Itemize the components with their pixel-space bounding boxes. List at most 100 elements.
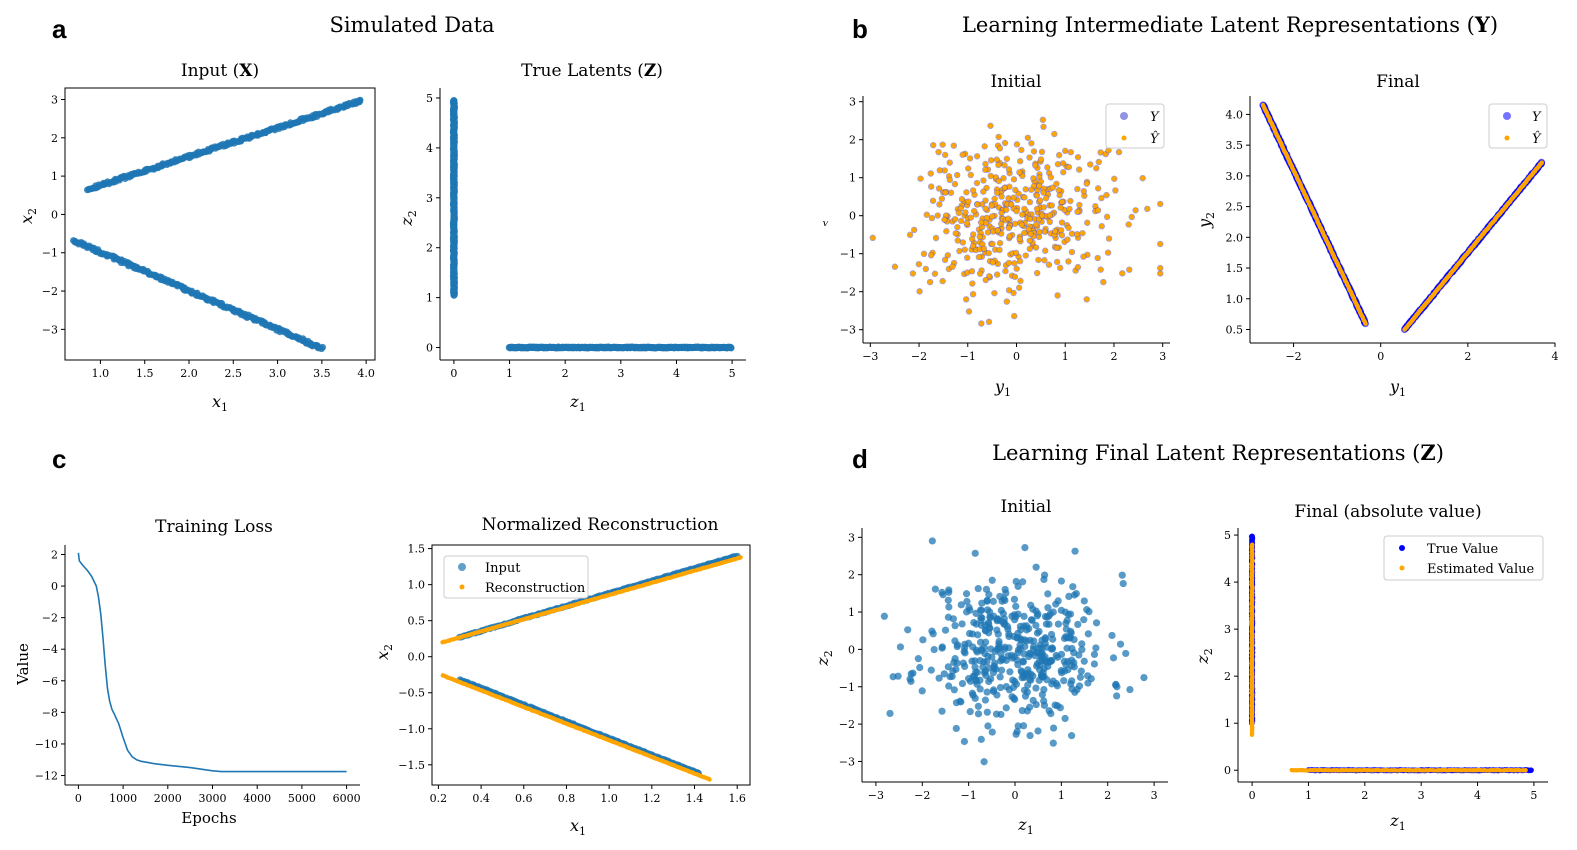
z-point	[987, 645, 995, 653]
y-tick-label: 2	[51, 132, 58, 145]
yhat-point	[1017, 158, 1023, 164]
loss-line	[77, 552, 347, 773]
yhat-point	[1106, 147, 1112, 153]
y-initial-ylabel: ᵥ	[822, 211, 829, 230]
yhat-point	[1013, 250, 1019, 256]
yhat-point	[979, 224, 985, 230]
yhat-point	[970, 291, 976, 297]
z-point	[1126, 685, 1134, 694]
legend-marker-reconstruction	[459, 584, 465, 590]
yhat-point	[1006, 184, 1012, 190]
yhat-point	[1034, 193, 1040, 199]
x-tick-label: 0.6	[515, 792, 533, 805]
z-point	[1005, 686, 1013, 694]
z-point	[1084, 630, 1092, 638]
z-point	[1044, 662, 1052, 671]
x-tick-label: 4	[1474, 789, 1481, 802]
x-tick-label: −2	[1285, 350, 1301, 363]
z-point	[1057, 606, 1065, 614]
z-point	[1080, 616, 1088, 624]
z-point	[1036, 657, 1044, 665]
yhat-point	[1016, 285, 1022, 291]
x-tick-label: 1.5	[136, 367, 154, 380]
y-tick-label: 2	[1224, 670, 1231, 683]
x-tick-label: 2	[562, 367, 569, 380]
x-tick-label: 2.0	[180, 367, 198, 380]
y-tick-label: 2	[848, 569, 855, 582]
z-point	[985, 664, 993, 672]
z-point	[1032, 684, 1040, 692]
yhat-point	[991, 290, 997, 296]
yhat-point	[995, 227, 1001, 233]
yhat-point	[1050, 185, 1056, 191]
z-point	[1122, 649, 1130, 658]
yhat-point	[941, 217, 947, 223]
yhat-point	[1058, 205, 1064, 211]
legend-label-true: True Value	[1427, 542, 1499, 557]
yhat-point	[1006, 225, 1012, 231]
yhat-point	[927, 279, 933, 285]
z-point	[956, 697, 964, 705]
yhat-point	[1106, 236, 1112, 242]
yhat-point	[997, 240, 1003, 246]
y-tick-label: −1	[839, 681, 855, 694]
z-point	[1049, 739, 1057, 747]
yhat-point	[963, 296, 969, 302]
yhat-point	[999, 194, 1005, 200]
z-point	[983, 708, 991, 716]
x-tick-label: 1	[1305, 789, 1312, 802]
yhat-point	[1157, 270, 1163, 276]
x-tick-label: 1.2	[643, 792, 661, 805]
yhat-point	[956, 210, 962, 216]
estimated-value-point	[1250, 542, 1255, 547]
z-point	[1074, 620, 1082, 629]
yhat-point	[939, 196, 945, 202]
data-point	[450, 97, 458, 105]
yhat-point	[1157, 201, 1163, 207]
z-point	[1071, 688, 1079, 696]
section-title-d: Learning Final Latent Representations (Z…	[992, 440, 1444, 465]
yhat-point	[1033, 222, 1039, 228]
legend-marker-estimated	[1399, 565, 1405, 571]
z-point	[1034, 727, 1042, 735]
yhat-point	[1008, 201, 1014, 207]
yhat-point	[1038, 156, 1044, 162]
yhat-point	[966, 308, 972, 314]
z-point	[960, 737, 969, 746]
y-tick-label: 1	[1224, 717, 1231, 730]
yhat-point	[971, 208, 977, 214]
yhat-point	[994, 190, 1000, 196]
yhat-point	[1012, 187, 1018, 193]
z-point	[983, 688, 991, 696]
yhat-point	[1037, 229, 1043, 235]
z-point	[1069, 583, 1077, 591]
yhat-point	[1048, 174, 1054, 180]
x-tick-label: 2	[1464, 350, 1471, 363]
yhat-point	[969, 236, 975, 242]
x-tick-label: −2	[911, 350, 927, 363]
y-tick-label: 1.0	[408, 579, 426, 592]
z-final-title: Final (absolute value)	[1294, 502, 1481, 522]
yhat-point	[1026, 226, 1032, 232]
yhat-point	[1032, 162, 1038, 168]
yhat-point	[1023, 253, 1029, 259]
z-point	[1018, 706, 1026, 715]
yhat-point	[1069, 249, 1075, 255]
z-point	[1006, 668, 1014, 676]
z-point	[1080, 597, 1088, 605]
z-point	[950, 658, 958, 667]
yhat-point	[989, 213, 995, 219]
z-point	[1047, 645, 1056, 653]
z-point	[998, 666, 1006, 674]
yhat-point	[1098, 267, 1104, 273]
z-point	[971, 694, 979, 702]
x-tick-label: 0	[1377, 350, 1384, 363]
z-point	[980, 658, 988, 666]
yhat-point	[1044, 164, 1050, 170]
z-initial-title: Initial	[1001, 497, 1052, 517]
yhat-point	[969, 268, 975, 274]
z-point	[946, 673, 954, 681]
yhat-point	[967, 155, 973, 161]
yhat-point	[999, 210, 1005, 216]
